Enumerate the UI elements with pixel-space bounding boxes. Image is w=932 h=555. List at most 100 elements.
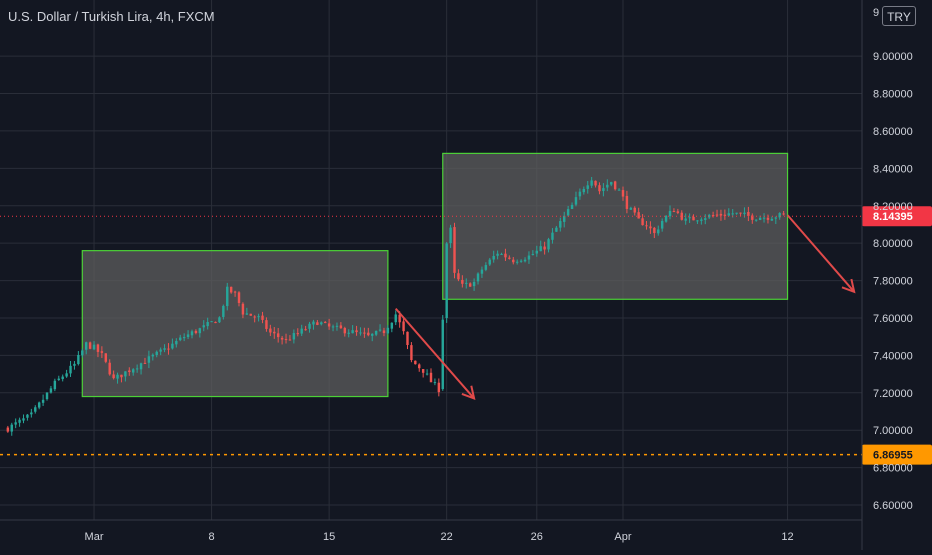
candle-body <box>664 215 668 222</box>
price-level-badge[interactable] <box>862 206 932 227</box>
price-level-badge[interactable] <box>862 444 932 465</box>
candle-body <box>539 246 542 252</box>
candle-body <box>77 355 80 365</box>
candle-body <box>704 218 707 220</box>
candle-body <box>351 330 354 334</box>
candle-body <box>253 316 256 318</box>
candle-body <box>547 239 550 250</box>
currency-button[interactable]: TRY <box>882 6 916 26</box>
candle-body <box>429 372 433 383</box>
candle-body <box>398 314 401 323</box>
candle-body <box>421 369 425 373</box>
candle-body <box>37 402 41 408</box>
candle-body <box>441 319 444 390</box>
candle-body <box>30 412 33 415</box>
candle-body <box>715 214 719 216</box>
range-box[interactable] <box>81 250 389 398</box>
range-boxes[interactable] <box>81 152 789 398</box>
candle-body <box>629 207 633 210</box>
candle-body <box>41 399 45 403</box>
candle-body <box>49 388 53 393</box>
candle-body <box>280 337 284 340</box>
range-box[interactable] <box>442 152 789 300</box>
candle-body <box>645 225 648 227</box>
candle-body <box>229 286 233 293</box>
candle-body <box>128 370 131 373</box>
candle-body <box>551 232 554 240</box>
candle-body <box>120 374 123 378</box>
candle-body <box>312 321 315 325</box>
candle-body <box>594 180 597 186</box>
price-axis[interactable]: 6.60000 6.80000 7.00000 7.20000 7.40000 7.600… <box>861 0 913 550</box>
candle-body <box>660 220 664 229</box>
candle-body <box>186 334 190 338</box>
time-tick-label: Apr <box>614 531 631 543</box>
trend-arrow-head[interactable] <box>461 385 476 400</box>
candle-body <box>226 286 229 307</box>
candle-body <box>406 331 409 345</box>
trend-arrow-line[interactable] <box>786 214 855 293</box>
candle-body <box>657 229 660 234</box>
candle-body <box>492 255 495 260</box>
candle-body <box>194 330 198 334</box>
trend-arrow-line[interactable] <box>394 307 475 400</box>
time-tick-label: 12 <box>781 531 793 543</box>
chart-title[interactable]: U.S. Dollar / Turkish Lira, 4h, FXCM <box>8 9 215 24</box>
price-tick-label: 8.00000 <box>873 238 913 250</box>
candle-body <box>751 215 754 220</box>
candle-body <box>378 329 382 331</box>
trend-arrows[interactable] <box>394 214 856 400</box>
candle-body <box>410 345 413 361</box>
candle-body <box>727 213 730 216</box>
candle-body <box>347 332 350 334</box>
candle-body <box>519 260 523 262</box>
candle-body <box>296 333 299 335</box>
candle-body <box>96 344 100 352</box>
candle-body <box>26 414 29 418</box>
candle-body <box>394 314 397 323</box>
price-level-label: 6.86955 <box>873 450 913 462</box>
candle-body <box>598 185 601 192</box>
candle-body <box>182 337 186 339</box>
candle-body <box>163 348 166 350</box>
candle-body <box>743 212 746 214</box>
candle-body <box>653 227 656 234</box>
price-levels[interactable]: 8.14395 6.86955 <box>0 206 932 465</box>
candle-body <box>100 351 104 353</box>
candle-body <box>582 189 586 193</box>
candle-body <box>327 323 331 327</box>
candle-body <box>167 348 170 350</box>
candle-body <box>88 342 92 349</box>
candle-body <box>613 181 617 190</box>
candle-body <box>159 349 162 352</box>
candle-body <box>668 211 672 217</box>
candle-body <box>449 227 452 244</box>
trend-arrow-head[interactable] <box>841 278 856 294</box>
candle-body <box>390 322 394 329</box>
candle-body <box>700 219 703 221</box>
candle-body <box>331 326 335 328</box>
candle-body <box>570 204 574 209</box>
candle-body <box>116 374 119 379</box>
candle-body <box>175 340 178 345</box>
candle-body <box>343 328 347 334</box>
candle-body <box>135 368 139 370</box>
candle-body <box>6 427 10 432</box>
time-axis[interactable]: Mar 8 15 22 26 Apr 12 <box>0 519 862 543</box>
candle-body <box>747 212 750 216</box>
candle-body <box>179 337 182 341</box>
price-tick-label: 8.80000 <box>873 89 913 101</box>
candle-body <box>633 207 636 213</box>
candle-body <box>339 325 343 329</box>
price-tick-label: 8.60000 <box>873 126 913 138</box>
candle-body <box>504 253 507 258</box>
candle-body <box>641 218 644 226</box>
candle-body <box>261 315 264 320</box>
candle-body <box>500 253 503 255</box>
candle-body <box>453 227 456 273</box>
candle-body <box>374 330 378 335</box>
candle-body <box>711 215 715 217</box>
candle-body <box>457 273 460 280</box>
candle-body <box>10 424 13 432</box>
